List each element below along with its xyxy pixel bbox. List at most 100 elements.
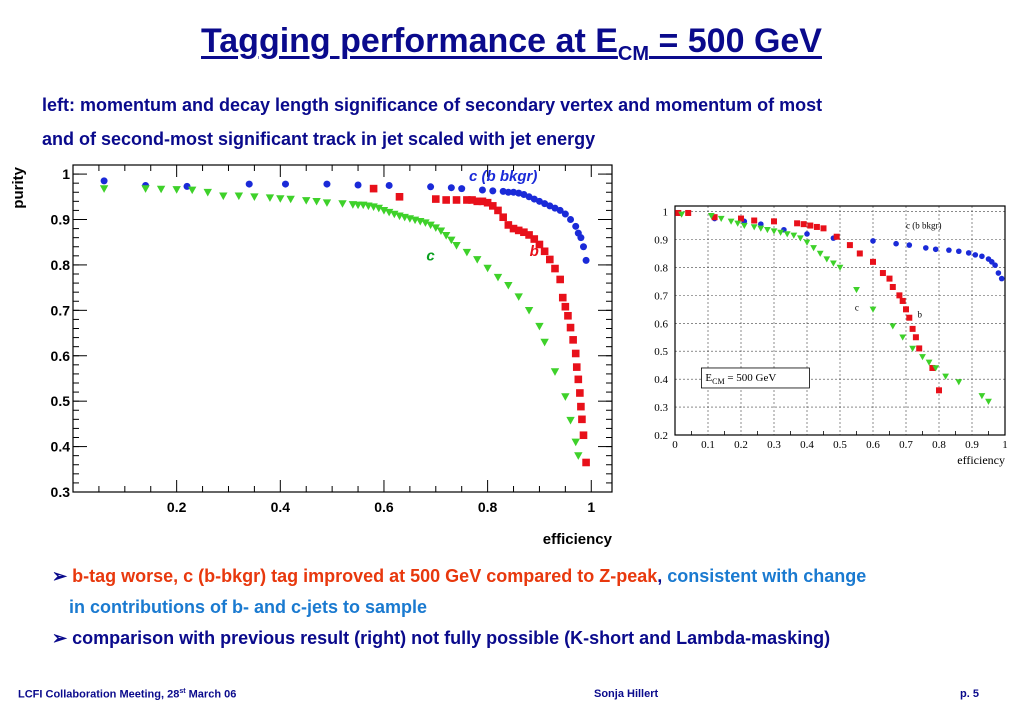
right-point-square [711, 214, 718, 221]
left-point-circle [567, 216, 575, 223]
right-point-triangle-down [978, 393, 986, 400]
left-point-triangle-down [188, 186, 197, 195]
right-point-triangle-down [797, 235, 804, 242]
left-point-triangle-down [571, 438, 580, 447]
bullet-1-continuation: in contributions of b- and c-jets to sam… [69, 597, 428, 617]
left-x-tick-label: 0.6 [374, 499, 394, 515]
left-point-triangle-down [312, 197, 321, 206]
left-point-square [556, 275, 564, 284]
left-point-square [463, 196, 471, 204]
left-point-circle [183, 182, 191, 190]
right-point-triangle-down [734, 220, 742, 227]
left-point-triangle-down [524, 306, 534, 315]
left-point-square [369, 184, 378, 193]
left-plot-frame [72, 164, 613, 493]
right-x-tick-label: 0 [672, 439, 678, 451]
left-x-tick-label: 0.8 [478, 499, 498, 515]
bullet-2-text: comparison with previous result (right) … [72, 628, 831, 648]
left-point-square [525, 231, 533, 239]
slide-subtitle: left: momentum and decay length signific… [42, 88, 1002, 156]
left-point-circle [561, 210, 569, 218]
left-point-triangle-down [431, 224, 440, 232]
right-point-triangle-down [727, 218, 735, 225]
right-point-triangle-down [823, 256, 831, 263]
left-point-triangle-down [302, 197, 311, 205]
left-point-triangle-down [436, 227, 446, 236]
left-point-square [578, 415, 586, 424]
left-point-circle [447, 184, 455, 192]
left-point-square [499, 213, 507, 222]
right-point-square [813, 223, 820, 230]
left-point-triangle-down [535, 322, 544, 331]
left-point-triangle-down [421, 219, 430, 227]
right-y-tick-label: 0.7 [654, 290, 668, 302]
right-point-square [846, 242, 853, 249]
left-y-tick-label: 0.6 [51, 348, 71, 364]
left-point-triangle-down [276, 195, 285, 203]
right-point-square [738, 215, 744, 222]
left-point-square [535, 240, 544, 249]
title-end: = 500 GeV [649, 22, 822, 60]
left-point-triangle-down [141, 185, 150, 193]
left-x-tick-label: 0.4 [271, 499, 291, 515]
left-point-square [473, 197, 482, 206]
right-x-tick-label: 0.9 [965, 439, 979, 451]
right-point-triangle-down [932, 365, 940, 372]
left-point-circle [100, 177, 108, 185]
left-point-square [564, 311, 572, 320]
footer-date: March 06 [185, 688, 237, 701]
right-point-triangle-down [790, 232, 798, 239]
right-point-triangle-down [740, 222, 748, 229]
left-y-tick-label: 0.7 [51, 302, 71, 318]
right-point-square [886, 275, 893, 282]
left-point-square [569, 336, 577, 344]
left-point-triangle-down [322, 199, 332, 207]
right-chart-background [640, 188, 1012, 478]
right-point-triangle-down [816, 250, 824, 257]
right-point-triangle-down [764, 227, 771, 234]
left-point-triangle-down [219, 192, 228, 201]
bullet-list: ➢ b-tag worse, c (b-bkgr) tag improved a… [52, 561, 1012, 654]
right-plot-frame [674, 205, 1006, 436]
right-point-square [833, 233, 840, 240]
right-point-circle [893, 240, 899, 247]
right-point-square [870, 258, 876, 265]
right-point-circle [923, 245, 929, 251]
left-point-triangle-down [566, 416, 575, 425]
left-point-square [442, 196, 450, 204]
right-chart-marks: ECM = 500 GeV c (b bkgr) c b [675, 209, 1005, 405]
right-point-triangle-down [770, 228, 778, 235]
right-x-tick-label: 0.2 [734, 439, 748, 451]
left-point-square [488, 202, 497, 210]
left-series-annotation: c [426, 247, 435, 264]
right-point-triangle-down [889, 323, 897, 330]
bullet-arrow-icon: ➢ [52, 566, 68, 586]
left-point-square [576, 389, 584, 397]
subtitle-line-2: and of second-most significant track in … [42, 129, 596, 149]
left-chart-marks: c (b bkgr) b c [99, 168, 590, 467]
right-point-triangle-down [750, 224, 758, 231]
left-x-axis-label: efficiency [543, 531, 613, 548]
left-point-square [431, 195, 440, 203]
left-point-triangle-down [441, 232, 451, 240]
right-point-square [903, 306, 909, 313]
right-point-triangle-down [909, 345, 916, 352]
right-point-circle [998, 275, 1005, 282]
left-point-triangle-down [561, 393, 570, 401]
right-x-tick-label: 0.8 [932, 439, 946, 451]
subtitle-line-1: left: momentum and decay length signific… [42, 95, 823, 115]
left-point-triangle-down [514, 293, 523, 301]
right-point-circle [804, 231, 810, 237]
left-y-tick-label: 0.5 [51, 393, 71, 409]
left-point-square [579, 431, 588, 440]
right-y-tick-label: 0.5 [654, 346, 668, 358]
left-point-square [478, 197, 487, 206]
left-series-annotation: c (b bkgr) [469, 168, 537, 185]
title-subscript: CM [617, 42, 650, 65]
right-point-circle [965, 250, 972, 256]
right-point-triangle-down [678, 211, 685, 218]
left-point-triangle-down [550, 368, 560, 376]
right-point-circle [979, 253, 985, 260]
left-point-circle [499, 187, 507, 195]
bullet-2: ➢ comparison with previous result (right… [52, 623, 1012, 654]
